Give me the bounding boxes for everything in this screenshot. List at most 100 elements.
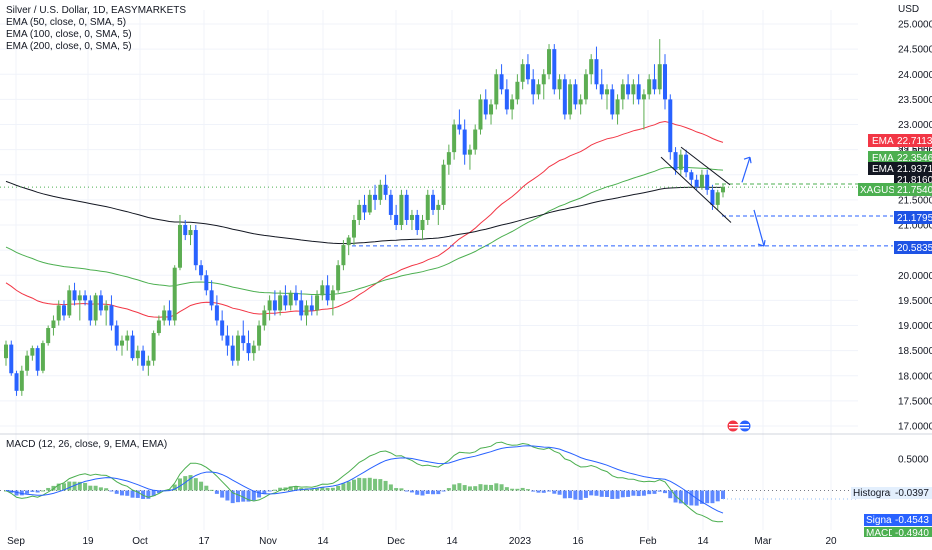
candle xyxy=(473,124,478,155)
ema50-line xyxy=(5,120,724,318)
macd-histogram-bar xyxy=(399,488,404,491)
time-tick-label: 16 xyxy=(572,536,584,547)
grid-lines xyxy=(0,10,932,530)
down-arrow-icon[interactable] xyxy=(753,209,766,247)
flag-icon[interactable] xyxy=(726,419,752,433)
candle xyxy=(362,194,367,220)
macd-histogram-bar xyxy=(130,490,135,498)
candle-body xyxy=(573,84,578,105)
macd-histogram-bar xyxy=(315,488,320,491)
wedge-upper-line[interactable] xyxy=(680,146,731,186)
macd-histogram-bar xyxy=(9,490,14,493)
candle xyxy=(462,119,467,165)
candle xyxy=(594,46,599,90)
candle-body xyxy=(715,192,720,205)
price-tick-label: 17.5000 xyxy=(898,396,932,407)
up-arrow-icon[interactable] xyxy=(741,156,752,183)
time-tick-label: 20 xyxy=(825,536,837,547)
candle xyxy=(40,340,45,374)
candle xyxy=(394,204,399,231)
macd-histogram-bar xyxy=(599,490,604,497)
legend-ema100: EMA (100, close, 0, SMA, 5) xyxy=(6,29,132,40)
time-axis: Sep 19 Oct 17 Nov 14 Dec 14 2023 16 Feb 14 Mar 20 xyxy=(7,536,837,547)
histogram-tag-label: Histogram xyxy=(853,488,899,499)
macd-histogram-bar xyxy=(436,490,441,495)
ema100-tag-value: 22.3546 xyxy=(897,153,932,164)
macd-histogram-bar xyxy=(109,490,114,492)
macd-histogram-bar xyxy=(520,487,525,491)
chart-title: Silver / U.S. Dollar, 1D, EASYMARKETS xyxy=(6,5,186,16)
candle-body xyxy=(415,214,420,231)
candle xyxy=(209,280,214,311)
level-20-5835-tag: 20.5835 xyxy=(894,241,932,254)
candle-body xyxy=(473,129,478,150)
candle xyxy=(230,335,235,366)
macd-histogram-bar xyxy=(209,489,214,491)
candle-body xyxy=(177,225,182,268)
candle xyxy=(88,295,93,326)
candle-body xyxy=(531,79,536,95)
candle-body xyxy=(61,305,66,316)
ema100-tag: EMA 22.3546 xyxy=(868,151,932,164)
candle xyxy=(104,300,109,326)
candle xyxy=(605,84,610,110)
candle-body xyxy=(541,74,546,85)
candle xyxy=(341,240,346,271)
macd-histogram-bar xyxy=(631,490,636,496)
macd-histogram-bar xyxy=(647,490,652,495)
macd-histogram-bar xyxy=(388,484,393,491)
time-tick-label: 14 xyxy=(697,536,709,547)
candle xyxy=(510,94,515,120)
macd-histogram-bar xyxy=(531,490,536,492)
candle-body xyxy=(557,79,562,90)
candle xyxy=(183,219,188,241)
macd-histogram-bar xyxy=(214,490,219,494)
candle-body xyxy=(77,295,82,301)
candle-body xyxy=(378,184,383,200)
macd-histogram-bar xyxy=(30,490,35,492)
candle-body xyxy=(130,335,135,359)
macd-histogram-bar xyxy=(135,490,140,498)
ema50-tag-label: EMA xyxy=(872,136,894,147)
candle-body xyxy=(652,79,657,90)
macd-histogram-bar xyxy=(547,490,552,492)
candle xyxy=(141,345,146,371)
macd-histogram-bar xyxy=(88,485,93,491)
candle xyxy=(483,89,488,120)
macd-histogram-bar xyxy=(678,490,683,504)
macd-histogram-bar xyxy=(499,484,504,491)
candle xyxy=(721,184,725,198)
macd-histogram-bar xyxy=(341,483,346,491)
macd-histogram-bar xyxy=(288,486,293,491)
candle xyxy=(336,260,341,293)
macd-histogram-bar xyxy=(19,490,24,496)
candle-body xyxy=(199,265,204,276)
macd-histogram-bar xyxy=(61,483,66,491)
candle-body xyxy=(594,59,599,85)
candle xyxy=(225,325,230,356)
macd-histogram-bar xyxy=(230,490,235,504)
candle-body xyxy=(689,172,694,180)
candle-body xyxy=(25,355,30,371)
candle xyxy=(351,214,356,246)
candle xyxy=(357,199,362,225)
symbol-tag-label: XAGUSD xyxy=(860,185,902,196)
macd-histogram-bar xyxy=(473,486,478,491)
candle-body xyxy=(257,325,262,346)
macd-histogram-bar xyxy=(151,490,156,497)
candle-body xyxy=(98,295,103,311)
candle xyxy=(257,320,262,351)
candle xyxy=(589,54,594,85)
candle-body xyxy=(668,99,673,153)
macd-histogram-bar xyxy=(114,490,119,494)
wedge-lower-line[interactable] xyxy=(660,156,732,223)
candle-body xyxy=(278,295,283,311)
time-tick-label: Feb xyxy=(639,536,657,547)
candle-body xyxy=(721,187,725,193)
candle-body xyxy=(578,99,583,105)
candle xyxy=(77,290,82,321)
candle-body xyxy=(351,219,356,238)
candle xyxy=(705,169,710,195)
